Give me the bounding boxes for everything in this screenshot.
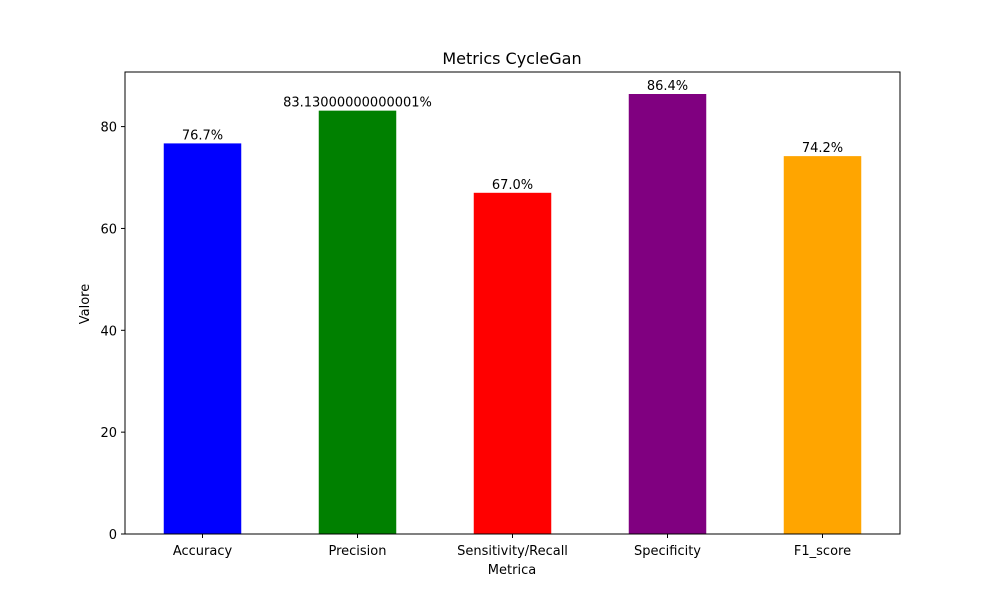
x-tick-label: Precision — [328, 544, 386, 559]
x-tick-label: F1_score — [794, 544, 851, 559]
y-tick-label: 60 — [100, 222, 117, 237]
bar-specificity — [628, 94, 707, 534]
y-tick-label: 20 — [100, 426, 117, 441]
bars-group — [163, 94, 862, 535]
x-axis: Accuracy Precision Sensitivity/Recall Speci… — [173, 534, 851, 559]
y-axis: 0 20 40 60 80 — [100, 121, 125, 543]
x-tick-label: Specificity — [634, 544, 701, 559]
bar-precision — [318, 110, 397, 535]
data-labels-group: 76.7% 83.13000000000001% 67.0% 86.4% 74.2% — [182, 79, 843, 193]
x-tick-label: Accuracy — [173, 544, 233, 559]
chart-title: Metrics CycleGan — [442, 49, 581, 68]
y-tick-label: 40 — [100, 324, 117, 339]
y-tick-label: 0 — [109, 528, 117, 543]
x-tick-label: Sensitivity/Recall — [457, 544, 568, 559]
data-label: 86.4% — [647, 79, 688, 94]
bar-sensitivity-recall — [473, 192, 552, 534]
data-label: 74.2% — [802, 141, 843, 156]
bar-f1-score — [783, 156, 862, 534]
x-axis-label: Metrica — [488, 563, 536, 578]
data-label: 76.7% — [182, 128, 223, 143]
bar-accuracy — [163, 143, 242, 535]
data-label: 67.0% — [492, 178, 533, 193]
y-axis-label: Valore — [78, 284, 93, 324]
data-label: 83.13000000000001% — [283, 96, 432, 111]
y-tick-label: 80 — [100, 121, 117, 136]
